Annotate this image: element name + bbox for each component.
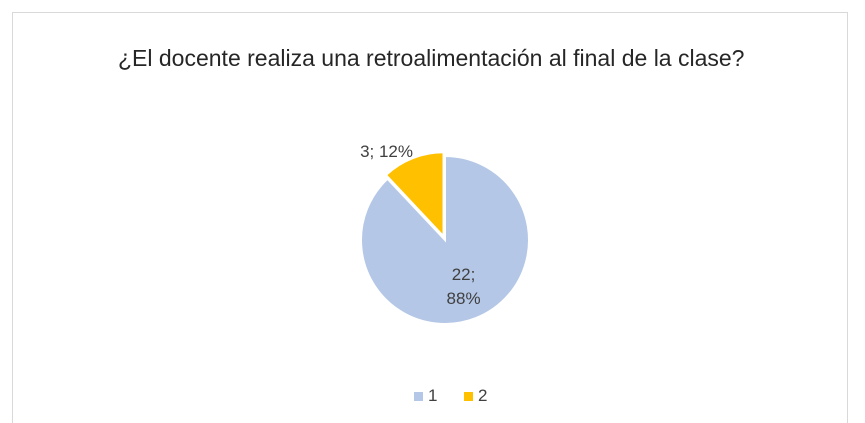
data-label: 22; 88%	[446, 264, 481, 308]
legend-label: 2	[478, 386, 488, 405]
pie-slice	[384, 151, 445, 239]
chart-frame	[12, 12, 848, 423]
chart-title: ¿El docente realiza una retroalimentació…	[118, 45, 745, 71]
legend-swatch	[414, 392, 423, 401]
legend-swatch	[464, 392, 473, 401]
data-label: 3; 12%	[360, 142, 414, 162]
legend-label: 1	[428, 386, 438, 405]
pie-slice	[360, 154, 530, 325]
